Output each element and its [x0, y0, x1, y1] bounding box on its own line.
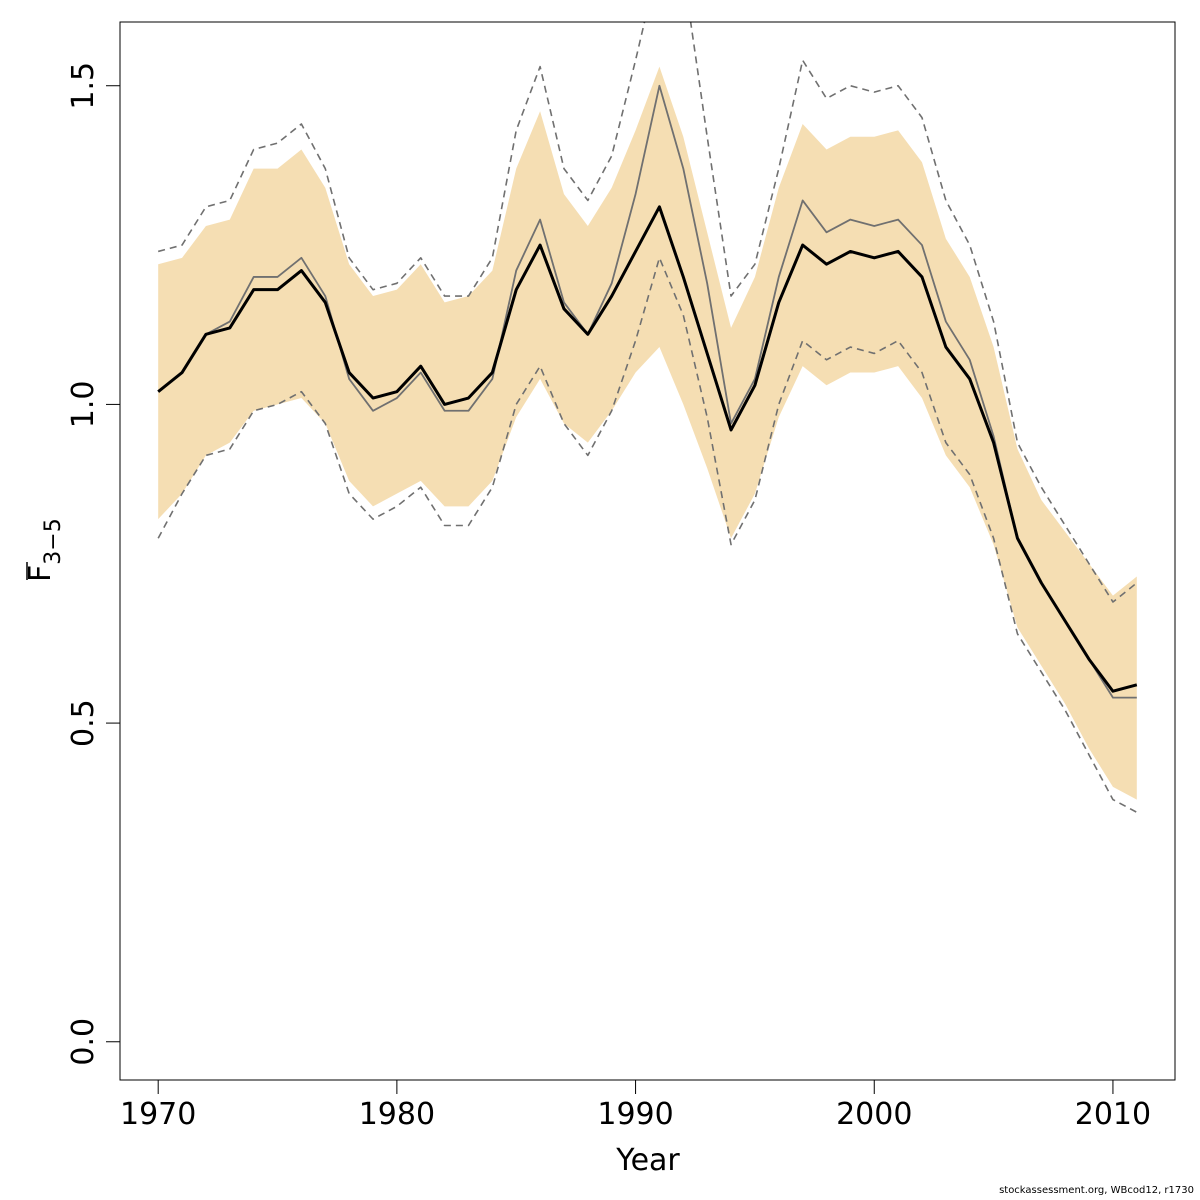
lower-dashed-line	[157, 257, 1138, 814]
x-tick-label: 1970	[120, 1097, 196, 1132]
y-tick-label: 1.5	[66, 62, 101, 110]
y-axis-title: F3−5	[23, 518, 66, 582]
y-tick-label: 0.5	[66, 699, 101, 747]
retro-estimate-line	[157, 84, 1137, 699]
y-tick-label: 1.0	[66, 381, 101, 429]
y-axis-title-subscript: 3−5	[41, 518, 66, 564]
footer-credit: stockassessment.org, WBcod12, r1730	[999, 1185, 1194, 1196]
plot-area	[157, 22, 1138, 814]
x-tick-label: 2000	[836, 1097, 912, 1132]
x-tick-label: 1990	[597, 1097, 673, 1132]
y-axis: 0.0 0.5 1.0 1.5	[66, 62, 121, 1066]
x-tick-label: 2010	[1075, 1097, 1151, 1132]
x-axis-title: Year	[615, 1143, 680, 1178]
y-axis-title-main: F	[23, 565, 58, 582]
main-estimate-line	[157, 205, 1138, 693]
svg-text:F3−5: F3−5	[23, 518, 66, 582]
confidence-band	[158, 66, 1137, 800]
y-tick-label: 0.0	[66, 1018, 101, 1066]
x-tick-label: 1980	[359, 1097, 435, 1132]
x-axis: 1970 1980 1990 2000 2010	[120, 1079, 1151, 1132]
